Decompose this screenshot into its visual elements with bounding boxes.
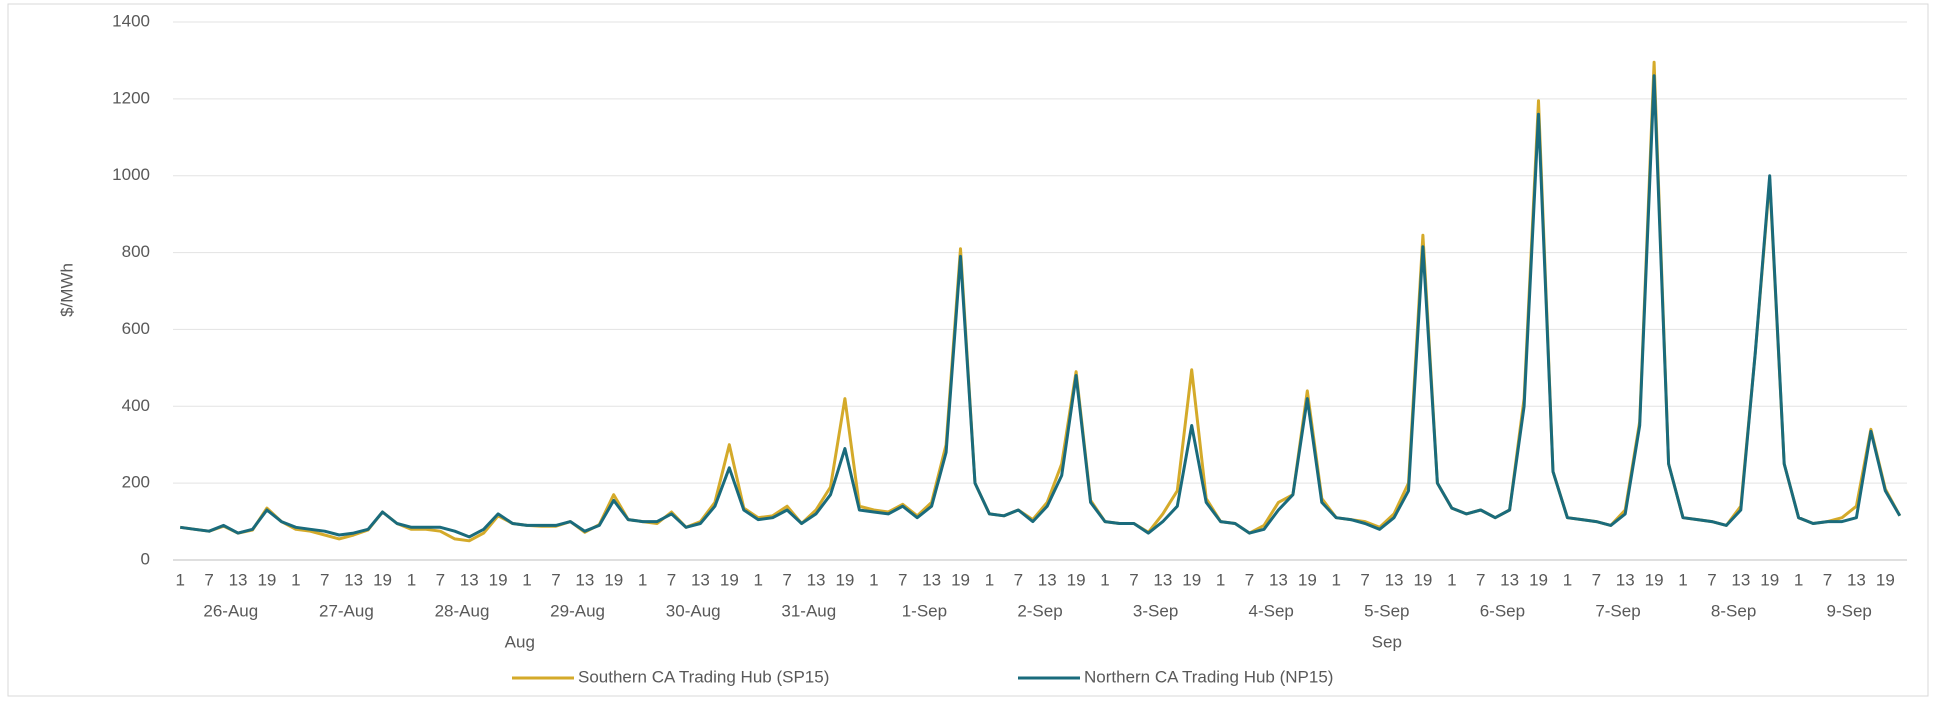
day-label: 2-Sep (1017, 601, 1062, 620)
y-axis-label: $/MWh (57, 263, 76, 317)
x-tick-label: 7 (204, 570, 213, 589)
x-tick-label: 7 (551, 570, 560, 589)
day-label: 9-Sep (1827, 601, 1872, 620)
legend-label: Southern CA Trading Hub (SP15) (578, 667, 829, 686)
x-tick-label: 1 (869, 570, 878, 589)
x-tick-label: 13 (1616, 570, 1635, 589)
chart-border (7, 3, 1929, 697)
x-tick-label: 1 (407, 570, 416, 589)
x-tick-label: 1 (291, 570, 300, 589)
x-tick-label: 19 (951, 570, 970, 589)
x-tick-label: 19 (1645, 570, 1664, 589)
x-tick-label: 1 (753, 570, 762, 589)
x-tick-label: 19 (604, 570, 623, 589)
x-tick-label: 7 (898, 570, 907, 589)
day-label: 26-Aug (203, 601, 258, 620)
x-tick-label: 1 (1563, 570, 1572, 589)
day-label: 28-Aug (435, 601, 490, 620)
x-tick-label: 7 (1707, 570, 1716, 589)
x-tick-label: 7 (1360, 570, 1369, 589)
series-line (179, 60, 1902, 543)
x-tick-label: 19 (835, 570, 854, 589)
day-label: 30-Aug (666, 601, 721, 620)
x-tick-label: 7 (667, 570, 676, 589)
day-label: 6-Sep (1480, 601, 1525, 620)
y-tick-label: 400 (122, 396, 150, 415)
day-label: 5-Sep (1364, 601, 1409, 620)
x-tick-label: 1 (1216, 570, 1225, 589)
month-label: Sep (1372, 632, 1402, 651)
y-tick-label: 600 (122, 319, 150, 338)
x-tick-label: 13 (1731, 570, 1750, 589)
x-tick-label: 19 (1067, 570, 1086, 589)
x-tick-label: 19 (1298, 570, 1317, 589)
x-tick-label: 7 (782, 570, 791, 589)
day-label: 27-Aug (319, 601, 374, 620)
x-tick-label: 13 (922, 570, 941, 589)
x-tick-label: 19 (489, 570, 508, 589)
day-label: 4-Sep (1249, 601, 1294, 620)
y-tick-label: 800 (122, 242, 150, 261)
x-tick-label: 1 (522, 570, 531, 589)
x-tick-label: 19 (720, 570, 739, 589)
x-tick-label: 13 (1153, 570, 1172, 589)
x-tick-label: 7 (1592, 570, 1601, 589)
legend-label: Northern CA Trading Hub (NP15) (1084, 667, 1333, 686)
x-tick-label: 19 (1876, 570, 1895, 589)
y-tick-label: 1000 (112, 165, 150, 184)
x-tick-label: 13 (691, 570, 710, 589)
y-tick-label: 1400 (112, 11, 150, 30)
x-tick-label: 13 (1847, 570, 1866, 589)
x-tick-label: 13 (460, 570, 479, 589)
x-tick-label: 13 (229, 570, 248, 589)
x-tick-label: 13 (575, 570, 594, 589)
x-tick-label: 1 (1100, 570, 1109, 589)
x-tick-label: 19 (373, 570, 392, 589)
x-tick-label: 1 (1678, 570, 1687, 589)
x-tick-label: 7 (1245, 570, 1254, 589)
x-tick-label: 1 (985, 570, 994, 589)
day-label: 8-Sep (1711, 601, 1756, 620)
x-tick-label: 7 (436, 570, 445, 589)
day-label: 29-Aug (550, 601, 605, 620)
y-tick-label: 1200 (112, 88, 150, 107)
x-tick-label: 13 (344, 570, 363, 589)
x-tick-label: 7 (1476, 570, 1485, 589)
month-label: Aug (505, 632, 535, 651)
day-label: 1-Sep (902, 601, 947, 620)
x-tick-label: 1 (175, 570, 184, 589)
day-label: 3-Sep (1133, 601, 1178, 620)
x-tick-label: 19 (1182, 570, 1201, 589)
y-tick-label: 200 (122, 473, 150, 492)
x-tick-label: 1 (1447, 570, 1456, 589)
series-line (179, 74, 1902, 539)
x-tick-label: 19 (1760, 570, 1779, 589)
x-tick-label: 1 (638, 570, 647, 589)
day-label: 7-Sep (1595, 601, 1640, 620)
x-tick-label: 13 (1269, 570, 1288, 589)
x-tick-label: 13 (1038, 570, 1057, 589)
x-tick-label: 19 (1413, 570, 1432, 589)
x-tick-label: 13 (807, 570, 826, 589)
x-tick-label: 13 (1500, 570, 1519, 589)
y-tick-label: 0 (141, 549, 150, 568)
x-tick-label: 7 (320, 570, 329, 589)
x-tick-label: 1 (1331, 570, 1340, 589)
x-tick-label: 19 (1529, 570, 1548, 589)
x-tick-label: 7 (1014, 570, 1023, 589)
x-tick-label: 13 (1385, 570, 1404, 589)
x-tick-label: 7 (1823, 570, 1832, 589)
day-label: 31-Aug (781, 601, 836, 620)
x-tick-label: 7 (1129, 570, 1138, 589)
x-tick-label: 1 (1794, 570, 1803, 589)
x-tick-label: 19 (257, 570, 276, 589)
